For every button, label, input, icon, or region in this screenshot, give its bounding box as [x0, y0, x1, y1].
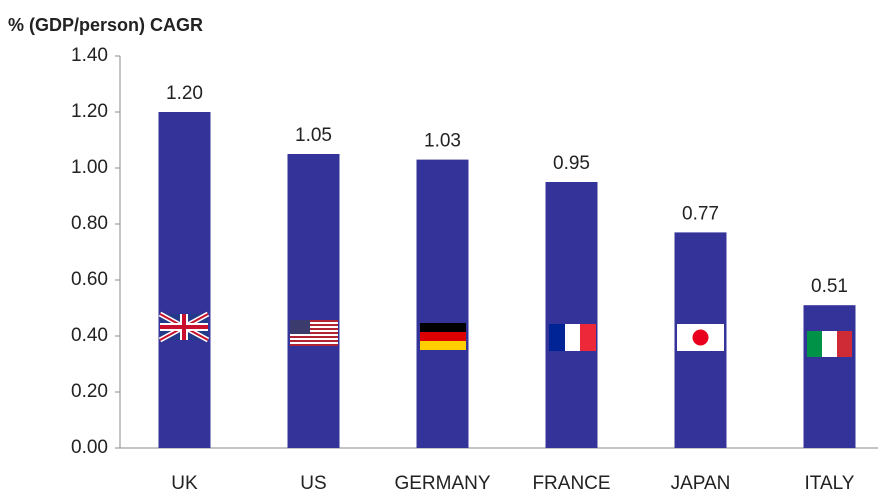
y-tick-label: 1.00 [71, 157, 108, 178]
x-tick-label: ITALY [805, 473, 855, 493]
flags [158, 311, 852, 357]
flag-germany [420, 323, 466, 350]
flag-japan [677, 324, 724, 351]
y-tick-label: 0.40 [71, 325, 108, 346]
value-label: 1.05 [295, 125, 332, 146]
y-tick-label: 0.80 [71, 213, 108, 234]
value-label: 1.20 [166, 83, 203, 104]
value-label: 0.95 [553, 153, 590, 174]
y-tick-label: 0.20 [71, 381, 108, 402]
x-tick-label: FRANCE [532, 473, 610, 493]
bar [545, 182, 598, 448]
flag-france [549, 324, 596, 351]
value-label: 0.51 [811, 276, 848, 297]
flag-italy [807, 331, 852, 357]
y-tick-label: 1.20 [71, 101, 108, 122]
y-tick-label: 1.40 [71, 45, 108, 66]
value-label: 1.03 [424, 131, 461, 152]
x-tick-label: UK [171, 473, 198, 493]
flag-uk [158, 311, 210, 343]
value-label: 0.77 [682, 203, 719, 224]
x-tick-label: GERMANY [394, 473, 490, 493]
x-tick-label: US [300, 473, 326, 493]
y-tick-label: 0.60 [71, 269, 108, 290]
bar [158, 112, 211, 448]
bar [287, 154, 340, 448]
flag-us [290, 320, 338, 346]
bar [416, 159, 469, 448]
x-tick-label: JAPAN [671, 473, 731, 493]
chart-title: % (GDP/person) CAGR [8, 15, 203, 35]
y-tick-label: 0.00 [71, 437, 108, 458]
bar [803, 305, 856, 448]
